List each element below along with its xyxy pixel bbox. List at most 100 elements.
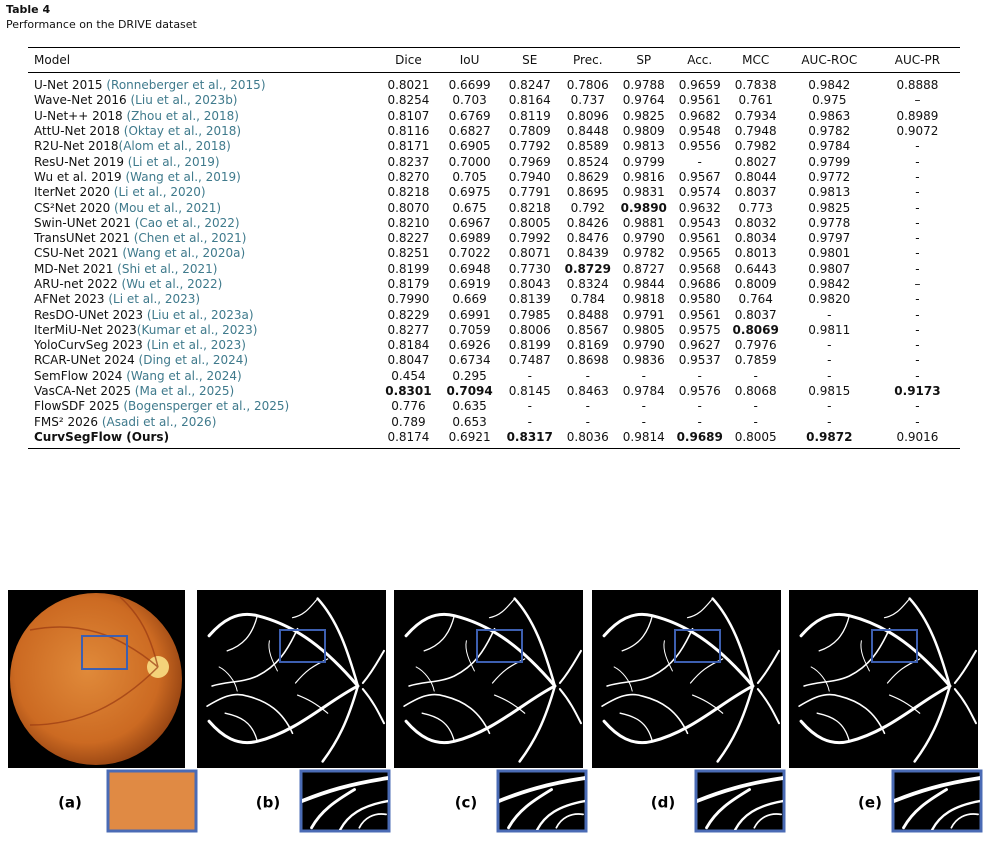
value-cell: 0.8069 (732, 322, 779, 337)
value-cell: - (915, 338, 920, 353)
value-cell: - (915, 215, 920, 230)
value-cell: 0.8463 (566, 384, 609, 399)
value-cell: 0.8317 (506, 429, 553, 444)
model-cell: SemFlow 2024 (Wang et al., 2024) (28, 369, 377, 384)
table-row: AttU-Net 2018 (Oktay et al., 2018) 0.8116… (28, 124, 960, 139)
value-cell: 0.9844 (622, 277, 665, 291)
value-cell: 0.669 (452, 292, 487, 307)
value-cell: 0.703 (452, 93, 487, 108)
citation: (Mou et al., 2021) (114, 200, 222, 215)
value-cell: 0.9016 (896, 429, 939, 444)
value-cell: 0.9825 (808, 200, 851, 215)
value-cell: 0.9825 (622, 108, 665, 123)
value-cell: 0.8439 (566, 246, 609, 261)
citation: (Li et al., 2020) (113, 185, 206, 200)
value-cell: 0.8043 (508, 277, 551, 291)
column-header: Model (34, 53, 71, 67)
value-cell: - (915, 169, 920, 184)
value-cell: 0.9809 (622, 124, 665, 139)
value-cell: 0.8071 (508, 246, 551, 261)
value-cell: 0.7487 (508, 353, 551, 368)
value-cell: 0.7992 (508, 231, 551, 246)
value-cell: 0.7838 (734, 78, 777, 93)
citation: (Asadi et al., 2026) (101, 414, 217, 429)
table-row: VasCA-Net 2025 (Ma et al., 2025) 0.8301 0.… (28, 384, 960, 399)
value-cell: 0.653 (452, 414, 487, 429)
value-cell: 0.8270 (387, 169, 430, 184)
value-cell: - (915, 246, 920, 261)
value-cell: 0.9575 (678, 322, 721, 337)
value-cell: 0.776 (391, 399, 426, 414)
value-cell: - (641, 368, 646, 383)
value-cell: 0.8013 (734, 246, 777, 261)
table-row: FlowSDF 2025 (Bogensperger et al., 2025)… (28, 399, 960, 414)
table-row: TransUNet 2021 (Chen et al., 2021) 0.8227… (28, 231, 960, 246)
model-cell: R2U-Net 2018(Alom et al., 2018) (28, 139, 377, 154)
table-row: U-Net 2015 (Ronneberger et al., 2015) 0.8… (28, 73, 960, 94)
model-name: U-Net 2015 (34, 78, 107, 93)
value-cell: 0.9784 (622, 384, 665, 399)
value-cell: 0.9659 (678, 78, 721, 93)
value-cell: 0.8032 (734, 215, 777, 230)
value-cell: 0.8174 (387, 429, 430, 444)
value-cell: - (527, 414, 532, 429)
value-cell: 0.9788 (622, 78, 665, 93)
value-cell: 0.9813 (622, 139, 665, 154)
value-cell: - (827, 307, 832, 322)
model-name: AFNet 2023 (34, 292, 109, 307)
value-cell: 0.8301 (385, 384, 432, 399)
value-cell: 0.8179 (387, 277, 430, 291)
table-row: R2U-Net 2018(Alom et al., 2018) 0.8171 0.6… (28, 139, 960, 154)
value-cell: 0.8005 (734, 429, 777, 444)
model-cell: Wave-Net 2016 (Liu et al., 2023b) (28, 93, 377, 108)
value-cell: 0.761 (738, 93, 773, 108)
model-name: Wu et al. 2019 (34, 169, 126, 184)
segmentation-image (789, 590, 978, 768)
value-cell: 0.9072 (896, 124, 939, 139)
value-cell: 0.8164 (508, 93, 551, 108)
table-row: SemFlow 2024 (Wang et al., 2024) 0.454 0.2… (28, 369, 960, 384)
value-cell: 0.9799 (808, 154, 851, 169)
value-cell: 0.9784 (808, 139, 851, 154)
value-cell: 0.8989 (896, 108, 939, 123)
value-cell: 0.9561 (678, 93, 721, 108)
model-cell: CurvSegFlow (Ours) (28, 430, 377, 449)
citation: (Li et al., 2019) (127, 154, 220, 169)
table-row: CSU-Net 2021 (Wang et al., 2020a) 0.8251 0… (28, 246, 960, 261)
value-cell: 0.9778 (808, 215, 851, 230)
value-cell: - (753, 414, 758, 429)
value-cell: 0.7948 (734, 124, 777, 139)
value-cell: 0.8145 (508, 384, 551, 399)
value-cell: - (915, 322, 920, 337)
value-cell: 0.8044 (734, 169, 777, 184)
value-cell: 0.9686 (678, 277, 721, 291)
value-cell: 0.8171 (387, 139, 430, 154)
citation: (Shi et al., 2021) (117, 261, 218, 276)
value-cell: 0.9689 (676, 429, 723, 444)
table-row: U-Net++ 2018 (Zhou et al., 2018) 0.8107 0.… (28, 109, 960, 124)
value-cell: 0.8119 (508, 108, 551, 123)
table-row: RCAR-UNet 2024 (Ding et al., 2024) 0.8047… (28, 353, 960, 368)
value-cell: - (753, 368, 758, 383)
value-cell: - (915, 200, 920, 215)
model-cell: YoloCurvSeg 2023 (Lin et al., 2023) (28, 338, 377, 353)
value-cell: 0.6443 (734, 261, 777, 276)
value-cell: 0.9836 (622, 353, 665, 368)
value-cell: 0.8277 (387, 322, 430, 337)
value-cell: - (915, 368, 920, 383)
column-header: Prec. (573, 53, 603, 67)
value-cell: 0.8199 (508, 338, 551, 353)
value-cell: 0.705 (452, 169, 487, 184)
model-name: Wave-Net 2016 (34, 93, 131, 108)
model-cell: FlowSDF 2025 (Bogensperger et al., 2025) (28, 399, 377, 414)
model-name: CSU-Net 2021 (34, 246, 123, 261)
value-cell: 0.8729 (564, 261, 611, 276)
column-header: SE (522, 53, 538, 67)
table-caption: Performance on the DRIVE dataset (6, 18, 197, 31)
value-cell: 0.9556 (678, 139, 721, 154)
citation: (Wang et al., 2024) (126, 368, 242, 383)
model-name: CurvSegFlow (Ours) (34, 429, 170, 444)
value-cell: 0.675 (452, 200, 487, 215)
value-cell: 0.9782 (808, 124, 851, 139)
figure: (a) (b) (c) (d) (e) (8, 590, 983, 833)
